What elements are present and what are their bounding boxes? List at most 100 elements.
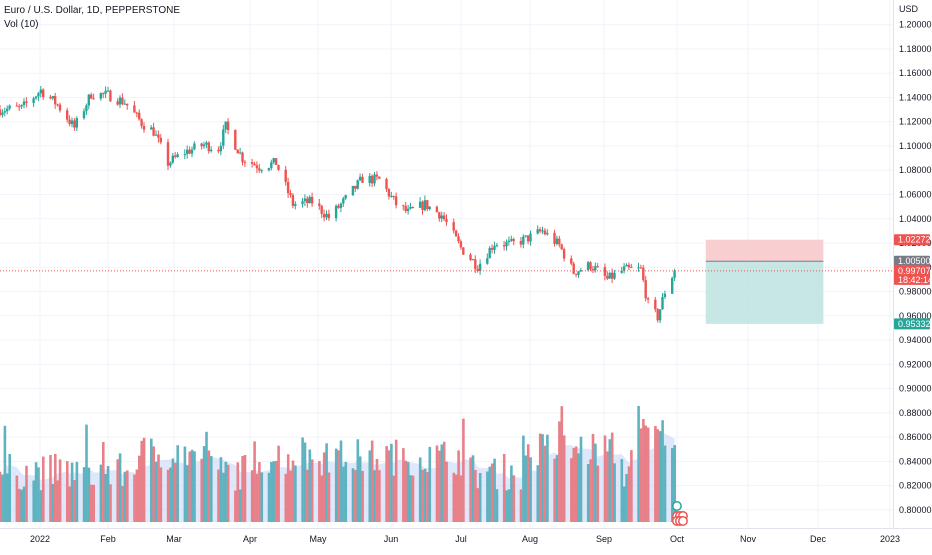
candle — [510, 235, 513, 242]
time-tick-label: Oct — [670, 534, 685, 544]
volume-bar — [142, 437, 146, 522]
candle — [106, 86, 110, 92]
volume-bar — [226, 464, 230, 522]
volume-indicator-label[interactable]: Vol (10) — [4, 19, 39, 30]
candle — [238, 147, 242, 155]
volume-bar — [322, 452, 326, 522]
entry-price-tag[interactable]: 1.00500 — [894, 255, 931, 267]
candle — [490, 244, 494, 254]
candle — [255, 161, 259, 174]
price-tick-label: 0.80000 — [899, 505, 932, 515]
candle — [356, 179, 359, 190]
candle — [589, 261, 592, 272]
candle — [394, 192, 398, 209]
candle — [354, 185, 357, 193]
candle — [478, 259, 482, 275]
candle — [639, 264, 643, 269]
price-tick-label: 1.20000 — [899, 20, 932, 30]
candle — [68, 115, 71, 127]
candle — [469, 252, 472, 261]
take-profit-zone[interactable] — [705, 261, 824, 324]
candle — [671, 276, 674, 294]
volume-bar — [234, 490, 237, 522]
price-tick-label: 0.90000 — [899, 384, 932, 394]
candle — [241, 151, 244, 166]
volume-bar — [445, 461, 448, 522]
candle — [253, 161, 256, 166]
volume-bar — [606, 451, 609, 522]
candle — [54, 92, 57, 109]
candle — [646, 296, 650, 304]
price-tick-label: 1.16000 — [899, 68, 932, 78]
volume-bar — [375, 459, 379, 522]
candle — [423, 195, 427, 212]
take-profit-price-tag[interactable]: 0.95332 — [894, 318, 931, 330]
volume-bar — [622, 486, 626, 522]
candle — [85, 103, 88, 115]
candle — [150, 125, 153, 130]
candle — [289, 189, 292, 198]
candle — [406, 204, 410, 215]
candle — [291, 193, 295, 209]
stop-loss-price-tag[interactable]: 1.02272 — [894, 234, 931, 246]
volume-bar — [327, 472, 331, 522]
volume-bar — [18, 488, 21, 522]
volume-bar — [356, 439, 360, 522]
volume-bar — [87, 467, 91, 522]
candle — [217, 146, 220, 154]
volume-bar — [351, 468, 355, 522]
candle — [92, 93, 95, 100]
candle — [301, 198, 304, 208]
candle — [402, 204, 405, 211]
volume-bar — [37, 467, 40, 522]
candle — [409, 202, 412, 210]
candle — [572, 261, 575, 275]
candle — [6, 105, 9, 115]
volume-bar — [529, 457, 532, 522]
stop-loss-zone[interactable] — [705, 239, 824, 262]
candle — [637, 262, 640, 272]
candle — [562, 247, 566, 262]
candle — [207, 141, 210, 154]
candle — [15, 102, 18, 107]
candle — [82, 108, 86, 120]
candle — [663, 290, 667, 299]
last-price-label: 0.99707 — [898, 266, 931, 276]
candle — [318, 198, 321, 210]
currency-label: USD — [899, 4, 919, 14]
volume-bar — [126, 470, 129, 522]
candle — [361, 173, 364, 183]
volume-bar — [152, 446, 155, 522]
candle — [152, 122, 155, 137]
volume-bar — [289, 470, 292, 522]
candle — [642, 265, 645, 283]
candle — [541, 226, 544, 234]
short-position-tool[interactable] — [0, 239, 893, 324]
candle — [435, 205, 439, 213]
volume-bar — [586, 464, 590, 522]
candle — [260, 169, 263, 174]
candle — [37, 91, 40, 102]
volume-bar — [303, 442, 307, 522]
volume-bar — [272, 461, 276, 522]
candle — [440, 211, 443, 223]
volume-bar — [260, 472, 264, 522]
volume-bar — [32, 480, 35, 522]
volume-bar — [555, 455, 559, 522]
volume-bar — [493, 458, 496, 522]
time-axis[interactable]: 2022 Feb Mar Apr May Jun Jul Aug Sep Oct Nov Dec 202… — [0, 528, 932, 545]
volume-bar — [627, 466, 631, 522]
candle — [373, 172, 376, 187]
volume-bar — [462, 418, 465, 522]
candle — [121, 93, 124, 106]
volume-bar — [486, 471, 489, 522]
volume-bar — [236, 462, 240, 522]
volume-bar — [562, 435, 566, 522]
price-tick-label: 0.92000 — [899, 359, 932, 369]
price-axis[interactable]: USD 1.20000 1.18000 1.16000 1.14000 1.12000 1.… — [893, 0, 932, 550]
volume-bar — [118, 453, 122, 522]
candle — [166, 138, 170, 170]
